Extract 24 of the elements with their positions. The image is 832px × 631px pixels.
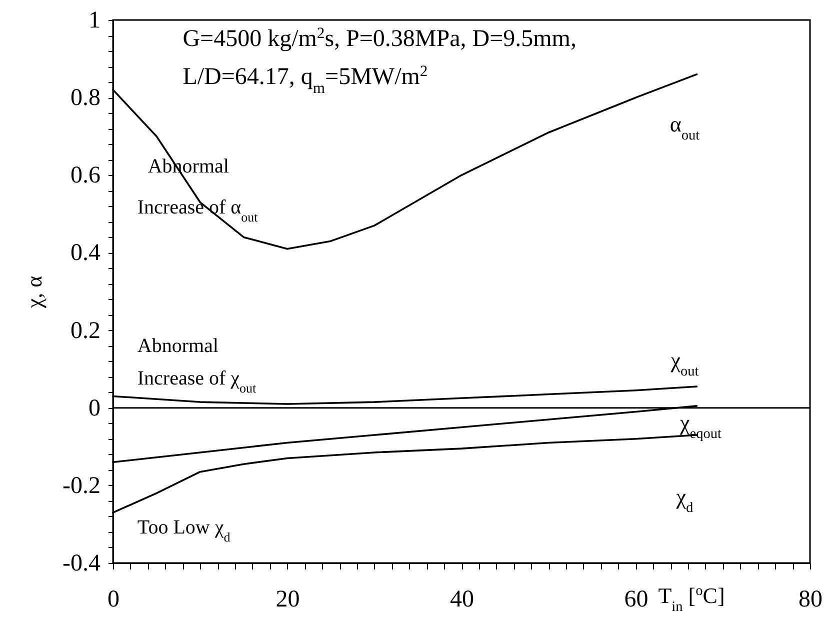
y-tick-label: 0.4 [70,240,100,266]
y-tick-label: -0.4 [62,550,100,576]
y-tick-label: 0.2 [70,318,100,344]
text: χ$_{d}$ [675,484,694,516]
annotation: Abnormal [137,334,219,357]
annotation: L/D=64.17, q$_{m}$=5MW/m$^{2}$ [182,62,428,97]
series-label: χ$_{eqout}$ [678,410,722,442]
annotation: Too Low χ$_{d}$ [137,516,231,544]
y-tick-label: 0 [88,395,100,422]
series-label: α$_{out}$ [670,111,700,144]
y-tick-label: 1 [88,8,100,34]
x-tick-label: 60 [624,586,648,612]
series-label: χ$_{out}$ [670,348,699,380]
y-tick-label: 0.8 [70,85,100,112]
x-tick-label: 20 [276,586,300,612]
y-axis-title: χ, α [22,275,47,310]
annotation: Increase of χ$_{out}$ [137,367,257,395]
annotation: G=4500 kg/m$^{2}$s, P=0.38MPa, D=9.5mm, [182,24,576,52]
x-axis-title: T$_{in}$ [$^{o}$C] [658,583,725,615]
x-tick-label: 80 [798,586,822,612]
x-tick-label: 40 [450,586,474,612]
y-tick-label: 0.6 [70,162,100,189]
x-tick-label: 0 [108,586,120,612]
y-tick-label: -0.2 [62,472,100,499]
